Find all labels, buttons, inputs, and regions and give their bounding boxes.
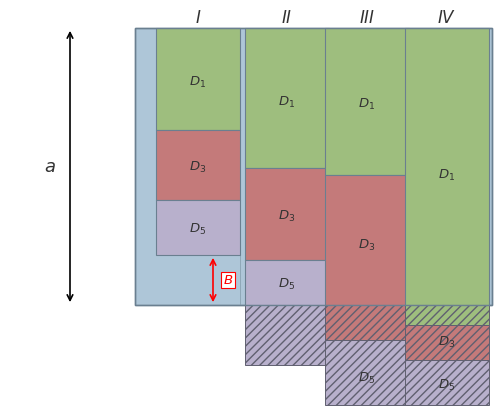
Bar	[405, 325, 489, 360]
Bar	[325, 305, 409, 340]
Text: $D_{5}$: $D_{5}$	[278, 276, 295, 291]
Text: $D_{3}$: $D_{3}$	[278, 208, 295, 223]
Text: $II$: $II$	[282, 9, 292, 27]
Bar	[405, 28, 489, 305]
Text: $a$: $a$	[44, 158, 56, 176]
Bar	[156, 28, 240, 130]
Bar	[325, 175, 409, 305]
Text: $D_{1}$: $D_{1}$	[190, 74, 206, 90]
Text: $D_{5}$: $D_{5}$	[190, 221, 206, 236]
Bar	[156, 200, 240, 255]
Text: $III$: $III$	[359, 9, 375, 27]
Text: $B$: $B$	[223, 274, 233, 287]
Text: $IV$: $IV$	[438, 9, 456, 27]
Text: $D_{5}$: $D_{5}$	[358, 370, 376, 385]
Bar	[245, 168, 329, 260]
Text: $D_{1}$: $D_{1}$	[278, 94, 295, 109]
Text: $D_{3}$: $D_{3}$	[438, 335, 456, 350]
Bar	[135, 28, 492, 305]
Text: $D_{3}$: $D_{3}$	[190, 160, 206, 175]
Text: $D_{5}$: $D_{5}$	[438, 377, 456, 392]
Bar	[135, 28, 492, 305]
Bar	[405, 305, 489, 325]
Bar	[245, 305, 329, 365]
Bar	[245, 260, 329, 305]
Text: $D_{1}$: $D_{1}$	[438, 167, 456, 183]
Text: $I$: $I$	[195, 9, 201, 27]
Bar	[405, 360, 489, 405]
Bar	[325, 340, 409, 405]
Text: $D_{3}$: $D_{3}$	[358, 237, 376, 253]
Bar	[325, 28, 409, 175]
Text: $D_{1}$: $D_{1}$	[358, 96, 376, 112]
Bar	[245, 28, 329, 168]
Bar	[156, 130, 240, 200]
